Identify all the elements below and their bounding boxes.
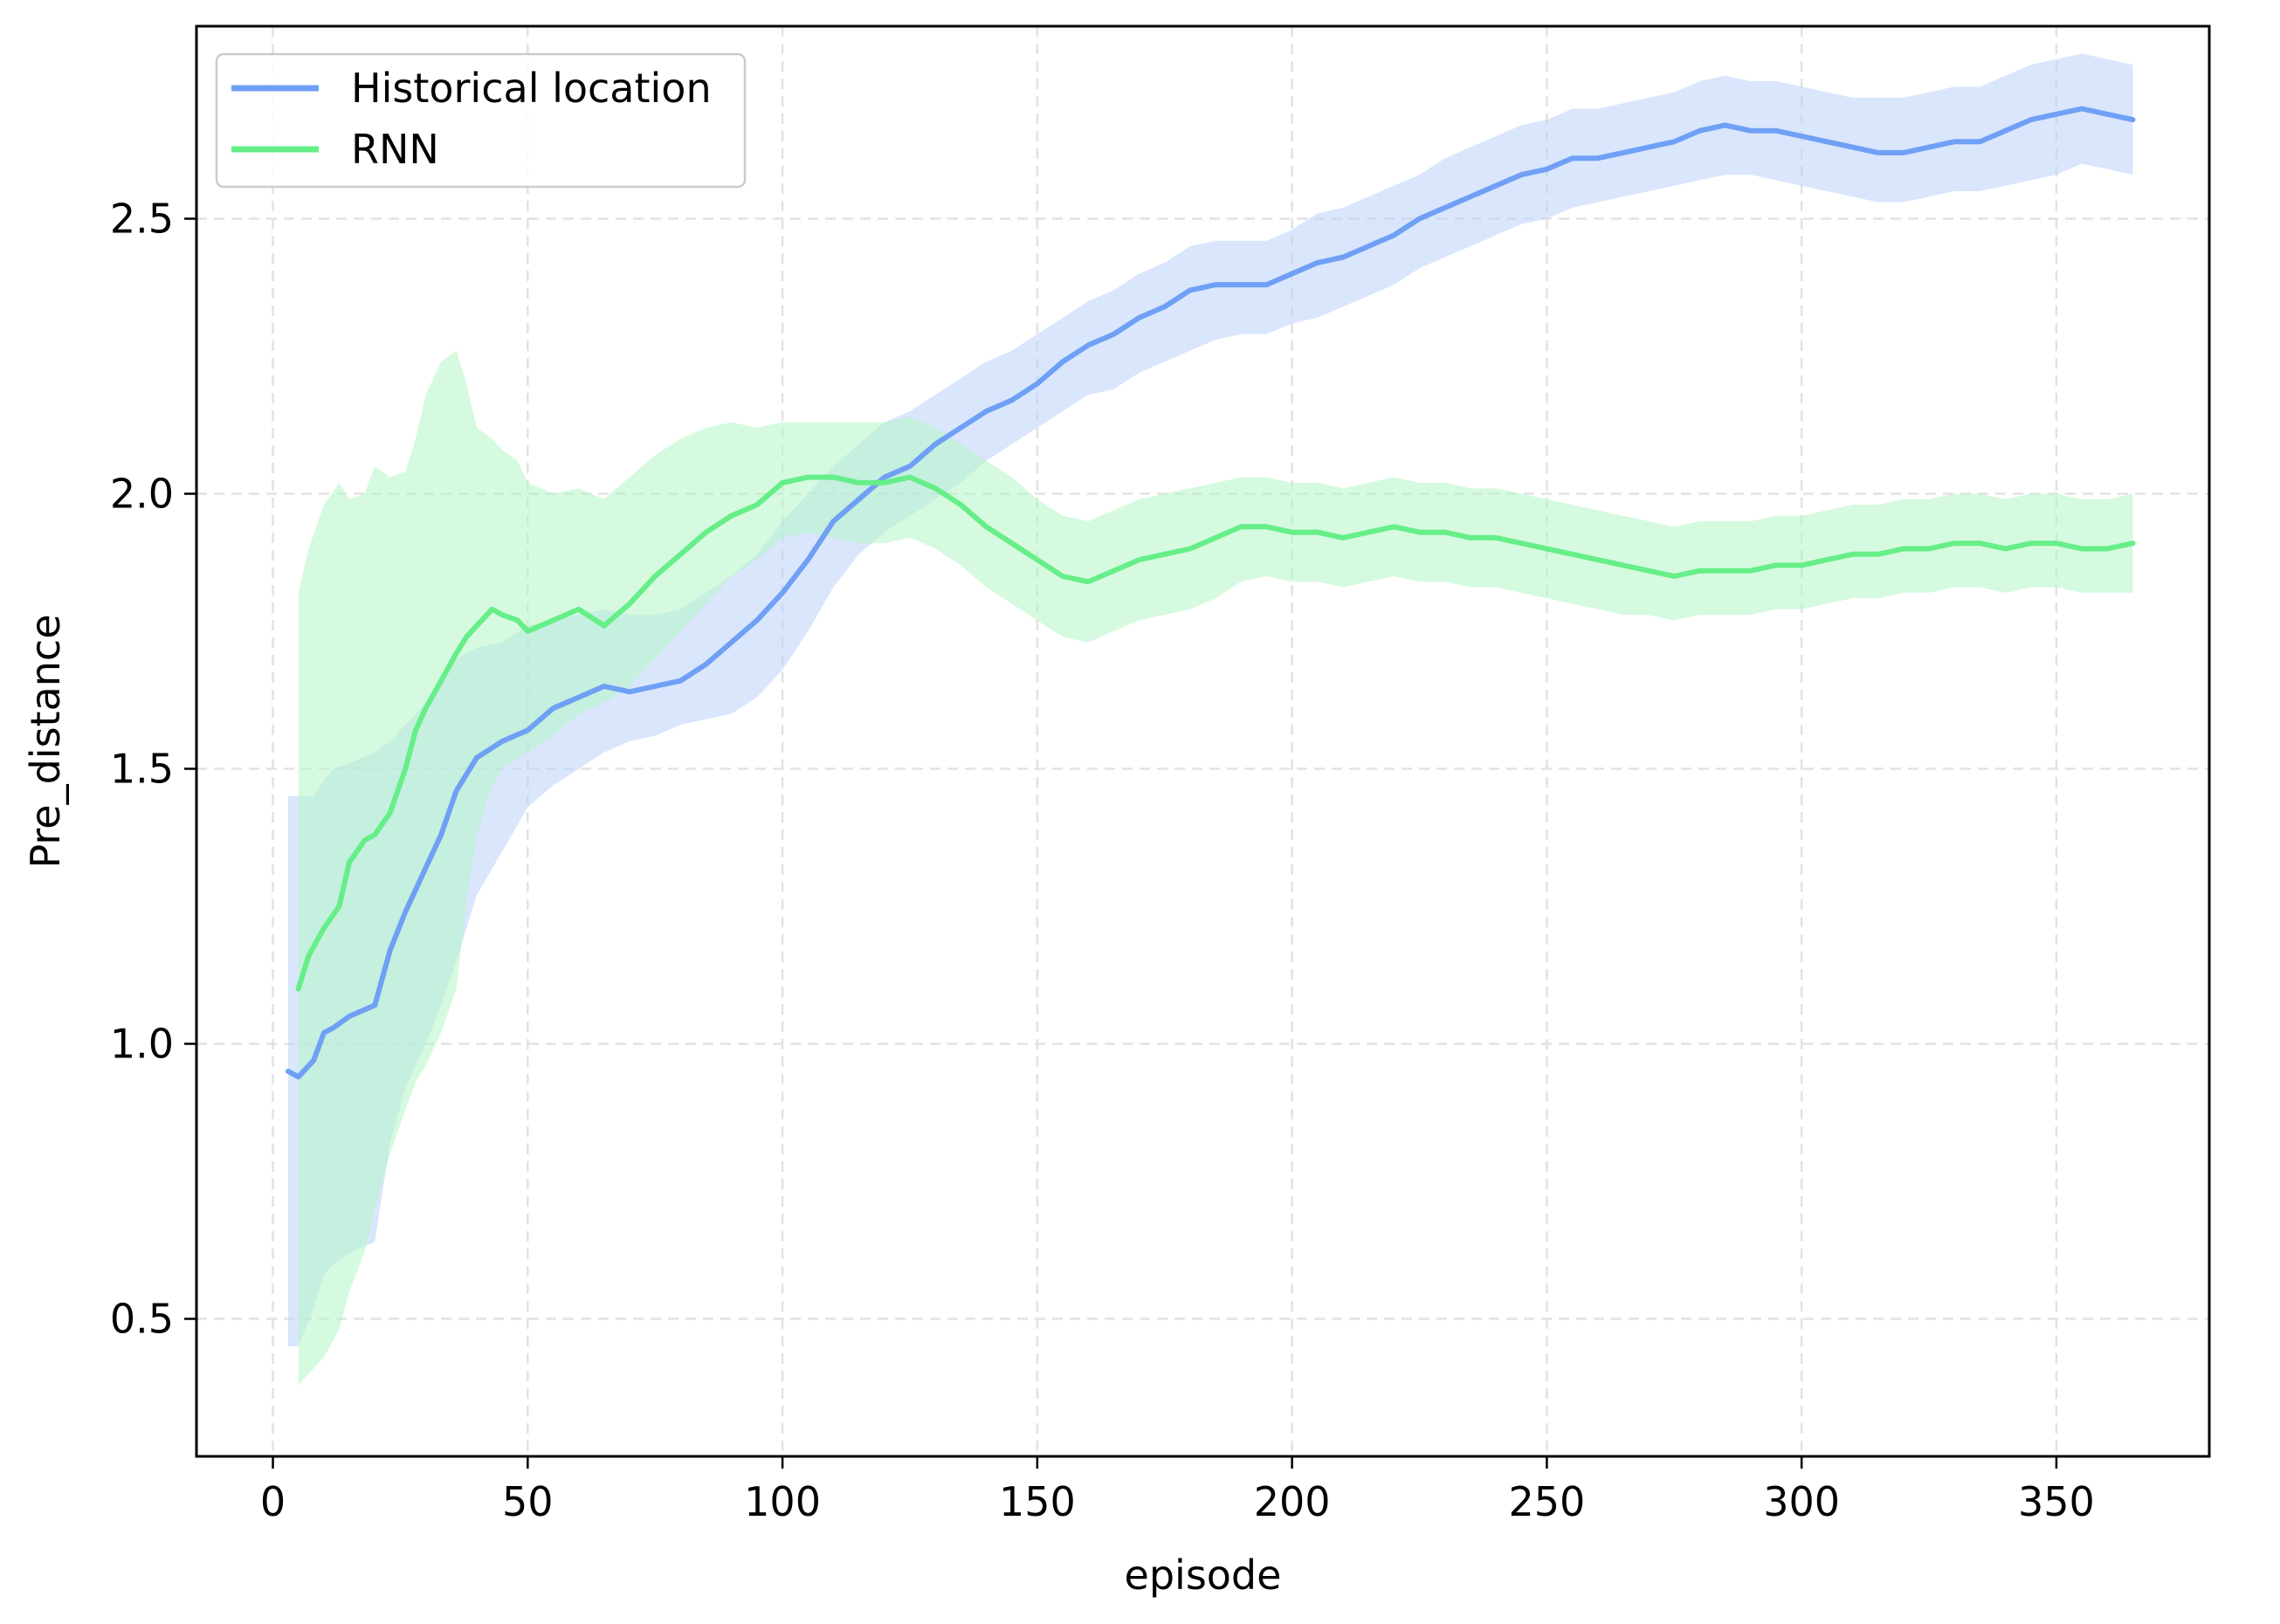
series-lines <box>286 106 2136 1080</box>
y-tick-label: 2.0 <box>110 471 174 518</box>
x-tick-label: 200 <box>1254 1478 1331 1525</box>
y-tick-label: 0.5 <box>110 1296 174 1343</box>
band-historical-location <box>288 53 2133 1346</box>
x-tick-label: 300 <box>1763 1478 1840 1525</box>
series-line-historical-location <box>286 106 2136 1080</box>
ticks: 0 50 100 150 200 250 300 350 0.5 1.0 1.5 2.0 2.5 <box>110 196 2095 1526</box>
x-tick-label: 250 <box>1508 1478 1585 1525</box>
y-tick-label: 1.5 <box>110 746 174 793</box>
x-tick-label: 100 <box>744 1478 821 1525</box>
confidence-bands <box>288 53 2133 1386</box>
series-line-rnn <box>295 474 2136 992</box>
x-tick-label: 50 <box>502 1478 554 1525</box>
band-rnn <box>298 350 2133 1386</box>
x-tick-label: 150 <box>999 1478 1076 1525</box>
legend-label-rnn: RNN <box>351 126 439 173</box>
x-tick-label: 350 <box>2018 1478 2095 1525</box>
y-axis-label: Pre_distance <box>22 614 69 868</box>
legend-box <box>215 52 747 189</box>
plot-frame <box>195 24 2211 1458</box>
x-axis-label: episode <box>1125 1552 1282 1599</box>
y-tick-label: 2.5 <box>110 196 174 243</box>
y-tick-label: 1.0 <box>110 1021 174 1068</box>
legend-label-historical-location: Historical location <box>351 65 712 112</box>
grid <box>196 26 2209 1456</box>
legend: Historical location RNN <box>215 52 747 189</box>
x-tick-label: 0 <box>260 1478 286 1525</box>
